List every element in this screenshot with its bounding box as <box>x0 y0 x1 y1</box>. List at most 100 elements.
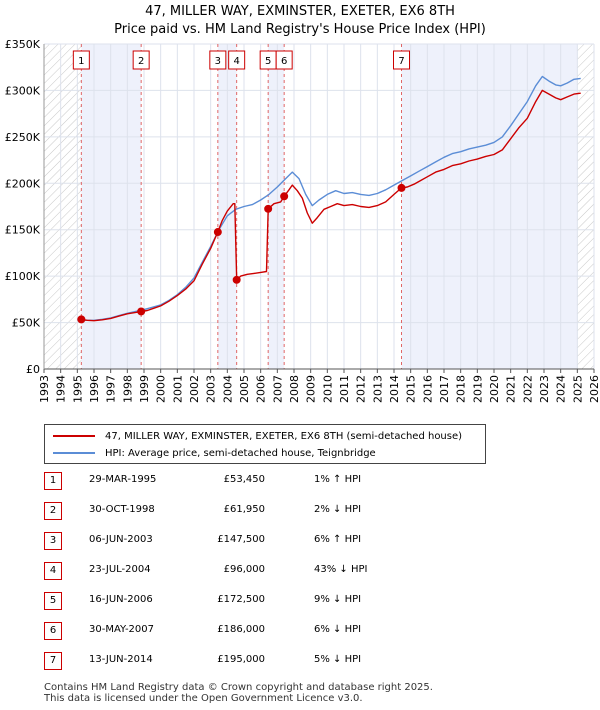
x-tick-label: 1996 <box>88 375 101 403</box>
x-tick-label: 2018 <box>455 375 468 403</box>
y-tick-label: £300K <box>5 84 41 97</box>
sale-price: £186,000 <box>217 624 265 635</box>
chart-title-address: 47, MILLER WAY, EXMINSTER, EXETER, EX6 8… <box>145 4 455 19</box>
sale-date: 30-OCT-1998 <box>89 504 155 515</box>
ownership-band-3 <box>268 44 285 369</box>
sale-label-1: 1 <box>78 56 84 67</box>
hatched-region-after <box>577 44 594 369</box>
sale-row: 6 30-MAY-2007 £186,000 6% ↓ HPI <box>44 622 564 642</box>
sale-date: 16-JUN-2006 <box>89 594 153 605</box>
footer: Contains HM Land Registry data © Crown c… <box>44 682 433 704</box>
sale-label-5: 5 <box>265 56 271 67</box>
sale-number: 3 <box>44 532 62 550</box>
sale-row: 1 29-MAR-1995 £53,450 1% ↑ HPI <box>44 472 564 492</box>
x-tick-label: 2026 <box>588 375 600 403</box>
sale-label-box-6 <box>275 50 293 70</box>
sale-hpi-diff: 6% ↑ HPI <box>314 534 362 545</box>
x-tick-label: 1993 <box>38 375 51 403</box>
sale-point-3 <box>213 228 222 237</box>
chart-title: Price paid vs. HM Land Registry's House … <box>114 22 486 37</box>
sale-date: 13-JUN-2014 <box>89 654 153 665</box>
x-tick-label: 2025 <box>571 375 584 403</box>
sale-date: 23-JUL-2004 <box>89 564 151 575</box>
legend-item-hpi: HPI: Average price, semi-detached house,… <box>53 446 376 460</box>
y-tick-label: £350K <box>5 38 41 51</box>
sale-price: £53,450 <box>223 474 265 485</box>
legend-swatch-hpi <box>53 452 95 454</box>
x-tick-label: 2003 <box>205 375 218 403</box>
y-tick-label: £50K <box>12 317 41 330</box>
sale-row: 2 30-OCT-1998 £61,950 2% ↓ HPI <box>44 502 564 522</box>
x-tick-label: 2011 <box>338 375 351 403</box>
y-tick-label: £100K <box>5 270 41 283</box>
sale-point-7 <box>397 183 406 192</box>
hpi-line <box>77 75 581 321</box>
sale-label-box-4 <box>228 50 246 70</box>
sale-label-2: 2 <box>138 56 144 67</box>
x-tick-label: 1995 <box>71 375 84 403</box>
sale-number: 7 <box>44 652 62 670</box>
x-tick-label: 2022 <box>521 375 534 403</box>
sale-point-2 <box>137 307 146 316</box>
hatched-region-before <box>44 44 82 369</box>
x-tick-label: 2014 <box>388 375 401 403</box>
x-tick-label: 2020 <box>488 375 501 403</box>
x-tick-label: 2012 <box>355 375 368 403</box>
x-tick-label: 1998 <box>121 375 134 403</box>
sale-label-4: 4 <box>233 56 239 67</box>
sale-number: 1 <box>44 472 62 490</box>
y-tick-label: £0 <box>26 363 40 376</box>
sale-number: 4 <box>44 562 62 580</box>
sale-price: £195,000 <box>217 654 265 665</box>
x-tick-label: 2013 <box>371 375 384 403</box>
footer-copyright: Contains HM Land Registry data © Crown c… <box>44 682 433 693</box>
x-tick-label: 2004 <box>221 375 234 403</box>
sale-row: 5 16-JUN-2006 £172,500 9% ↓ HPI <box>44 592 564 612</box>
property-line <box>81 89 581 322</box>
sale-date: 30-MAY-2007 <box>89 624 155 635</box>
x-tick-label: 2005 <box>238 375 251 403</box>
sale-hpi-diff: 43% ↓ HPI <box>314 564 368 575</box>
x-tick-label: 2000 <box>155 375 168 403</box>
sale-number: 6 <box>44 622 62 640</box>
y-tick-label: £150K <box>5 224 41 237</box>
x-tick-label: 2017 <box>438 375 451 403</box>
sale-hpi-diff: 1% ↑ HPI <box>314 474 362 485</box>
ownership-band-1 <box>81 44 142 369</box>
legend-label-hpi: HPI: Average price, semi-detached house,… <box>105 447 376 459</box>
sale-hpi-diff: 9% ↓ HPI <box>314 594 362 605</box>
sale-hpi-diff: 5% ↓ HPI <box>314 654 362 665</box>
sale-label-6: 6 <box>281 56 287 67</box>
sale-label-3: 3 <box>215 56 221 67</box>
x-tick-label: 2008 <box>288 375 301 403</box>
legend-label-property: 47, MILLER WAY, EXMINSTER, EXETER, EX6 8… <box>105 430 463 442</box>
legend-item-property: 47, MILLER WAY, EXMINSTER, EXETER, EX6 8… <box>53 429 462 443</box>
y-tick-label: £200K <box>5 177 41 190</box>
x-tick-label: 2002 <box>188 375 201 403</box>
sale-price: £172,500 <box>217 594 265 605</box>
sale-price: £61,950 <box>223 504 265 515</box>
sale-label-box-3 <box>209 50 227 70</box>
x-tick-label: 1994 <box>55 375 68 403</box>
sale-number: 5 <box>44 592 62 610</box>
x-tick-label: 2016 <box>421 375 434 403</box>
sale-price: £147,500 <box>217 534 265 545</box>
x-tick-label: 2023 <box>538 375 551 403</box>
sale-date: 06-JUN-2003 <box>89 534 153 545</box>
x-tick-label: 2007 <box>271 375 284 403</box>
x-tick-label: 1997 <box>105 375 118 403</box>
sale-point-5 <box>264 204 273 213</box>
x-tick-label: 2001 <box>171 375 184 403</box>
sale-point-4 <box>232 275 241 284</box>
sale-label-7: 7 <box>398 56 404 67</box>
x-tick-label: 1999 <box>138 375 151 403</box>
sale-row: 4 23-JUL-2004 £96,000 43% ↓ HPI <box>44 562 564 582</box>
sale-label-box-1 <box>72 50 90 70</box>
sale-label-box-7 <box>393 50 410 70</box>
x-tick-label: 2010 <box>321 375 334 403</box>
chart-legend: 47, MILLER WAY, EXMINSTER, EXETER, EX6 8… <box>44 424 486 464</box>
x-tick-label: 2019 <box>471 375 484 403</box>
sale-row: 3 06-JUN-2003 £147,500 6% ↑ HPI <box>44 532 564 552</box>
sale-date: 29-MAR-1995 <box>89 474 157 485</box>
